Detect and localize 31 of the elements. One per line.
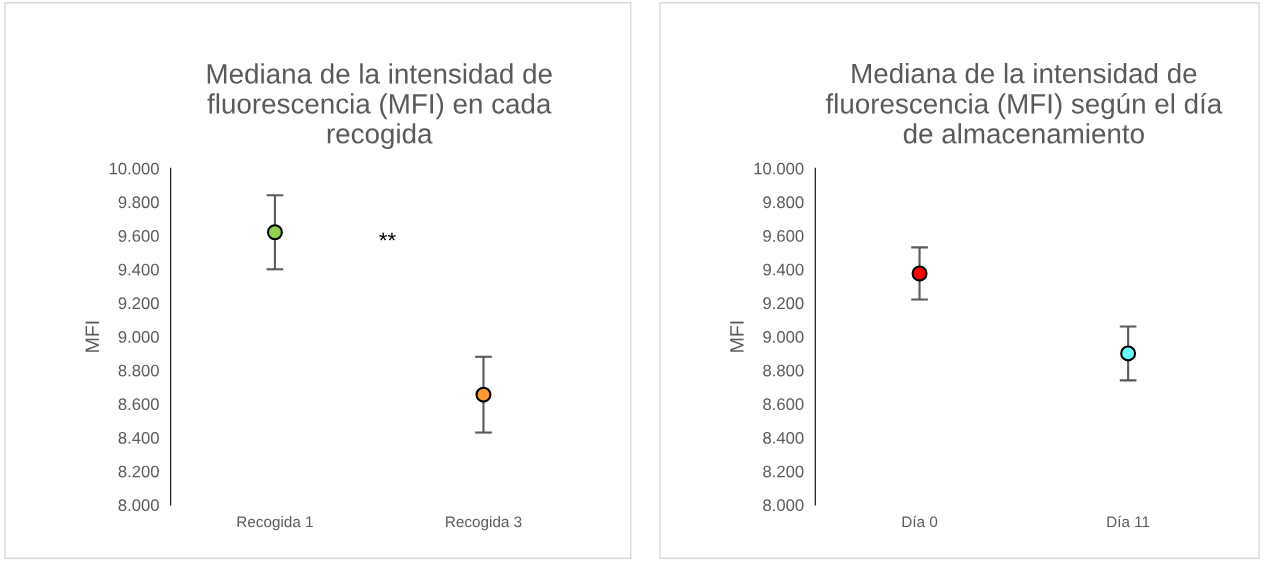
y-tick-label: 10.000	[109, 162, 159, 175]
y-axis-title: MFI	[85, 321, 99, 352]
y-tick-label: 8.800	[118, 364, 159, 377]
y-tick-label: 8.200	[763, 465, 804, 478]
x-tick-label: Día 0	[902, 515, 938, 528]
x-tick-label: Recogida 3	[446, 516, 522, 531]
y-tick-label: 8.000	[763, 499, 804, 512]
y-tick-label: 8.600	[118, 398, 159, 411]
y-tick-label: 9.000	[118, 331, 159, 343]
y-tick-label: 9.400	[763, 263, 804, 276]
y-tick-label: 9.000	[763, 331, 804, 343]
y-axis-title: MFI	[730, 321, 744, 352]
y-tick-label: 10.000	[754, 162, 804, 175]
chart-title: Mediana de la intensidad de fluorescencia (MFI) en cada recogida	[207, 63, 552, 150]
chart-title: Mediana de la intensidad de fluorescencia (MFI) según el día de almacenamiento	[825, 62, 1223, 144]
y-tick-label: 9.200	[118, 297, 159, 310]
y-tick-label: 9.600	[118, 230, 159, 242]
y-tick-label: 8.200	[118, 465, 159, 478]
y-tick-label: 8.400	[118, 431, 159, 444]
y-tick-label: 9.600	[763, 230, 804, 242]
y-tick-label: 8.600	[763, 398, 804, 411]
y-tick-label: 8.000	[118, 499, 159, 512]
y-tick-label: 8.400	[763, 431, 804, 444]
y-tick-label: 9.800	[118, 196, 159, 209]
y-tick-label: 8.800	[763, 364, 804, 377]
y-tick-label: 9.800	[763, 196, 804, 209]
y-tick-label: 9.400	[118, 263, 159, 276]
x-tick-label: Día 11	[1107, 515, 1150, 528]
annotation: **	[379, 232, 396, 241]
x-tick-label: Recogida 1	[237, 516, 313, 531]
y-tick-label: 9.200	[763, 297, 804, 310]
